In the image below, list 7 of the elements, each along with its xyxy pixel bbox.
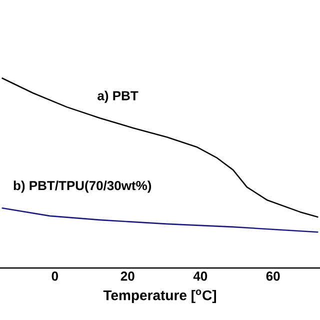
series-label: a) PBT (98, 90, 138, 103)
x-tick-label: 60 (266, 272, 280, 281)
x-tick-label: 20 (120, 272, 134, 281)
x-tick-label: 40 (193, 272, 208, 281)
x-axis-title: Temperature [$^{o}$C] (103, 290, 216, 304)
series-label: b) PBT/TPU(70/30wt%) (14, 180, 152, 193)
x-tick-label: 0 (52, 272, 58, 281)
